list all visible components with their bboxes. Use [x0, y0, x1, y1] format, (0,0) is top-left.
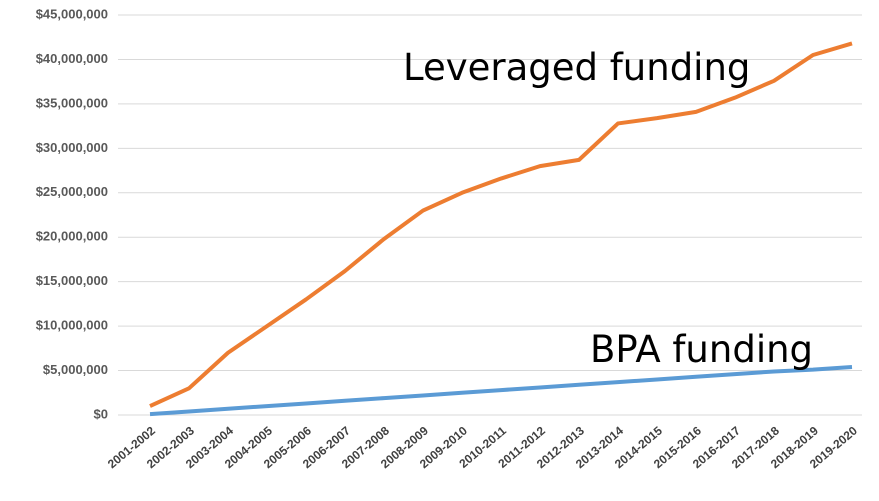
series-line	[149, 41, 853, 408]
y-tick-label: $20,000,000	[36, 229, 108, 244]
series-line	[149, 365, 853, 417]
series-annotation: BPA funding	[590, 328, 813, 371]
y-tick-label: $0	[94, 406, 108, 421]
y-tick-label: $10,000,000	[36, 318, 108, 333]
y-tick-label: $40,000,000	[36, 51, 108, 66]
y-tick-label: $25,000,000	[36, 184, 108, 199]
y-tick-label: $30,000,000	[36, 140, 108, 155]
series-annotation: Leveraged funding	[403, 46, 750, 89]
y-tick-label: $35,000,000	[36, 95, 108, 110]
y-tick-label: $15,000,000	[36, 273, 108, 288]
y-tick-label: $45,000,000	[36, 6, 108, 21]
y-tick-label: $5,000,000	[43, 362, 108, 377]
